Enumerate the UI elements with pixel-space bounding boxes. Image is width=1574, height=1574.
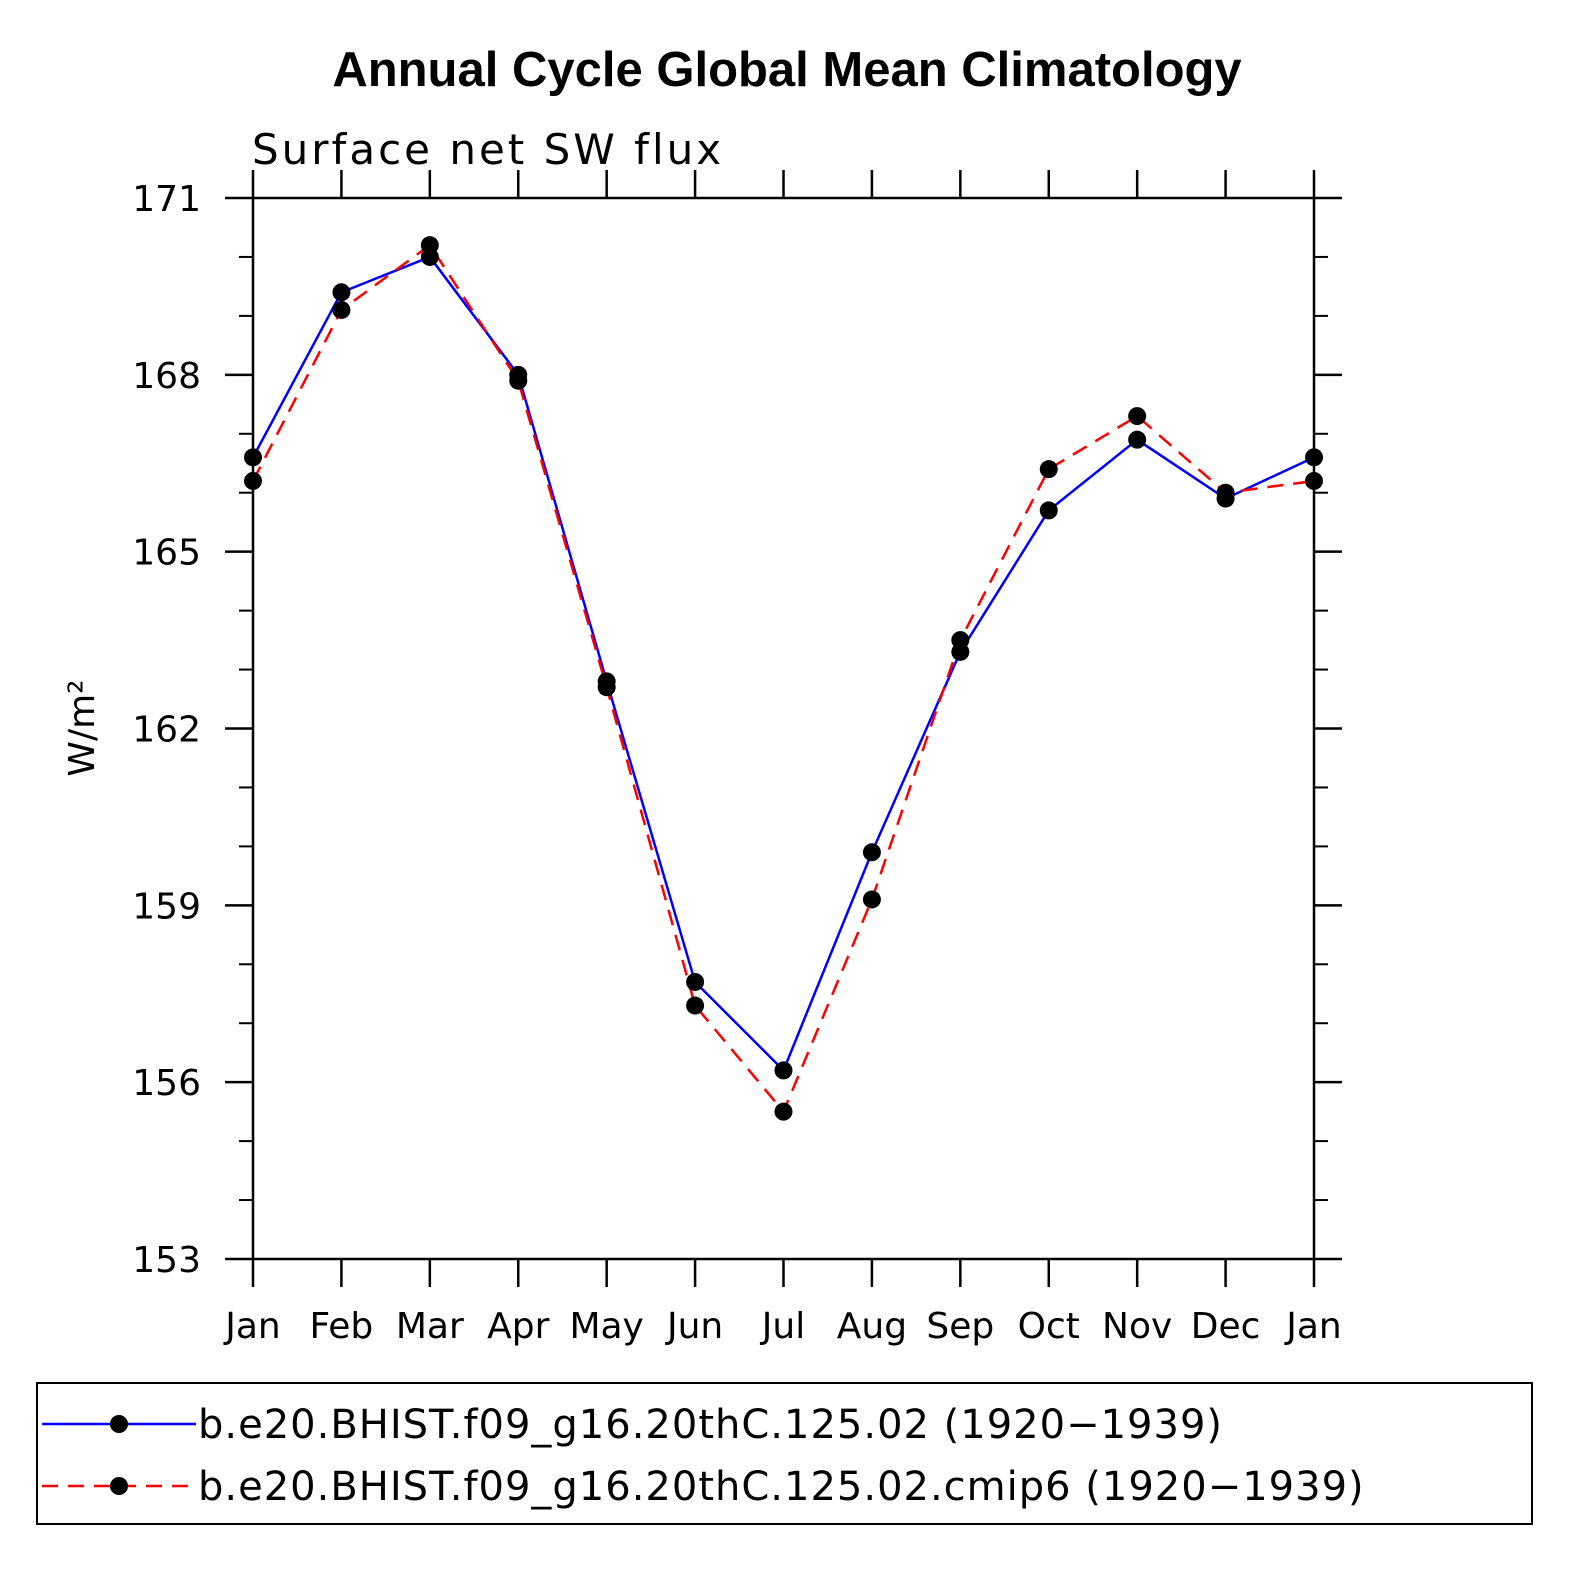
x-tick-label: Mar <box>396 1306 464 1347</box>
legend-swatch-marker-2 <box>110 1477 128 1495</box>
x-tick-label: Jun <box>665 1306 723 1347</box>
x-tick-label: Dec <box>1191 1306 1261 1347</box>
y-tick-label: 156 <box>132 1063 201 1104</box>
legend-frame <box>36 1382 1533 1525</box>
legend-swatch-marker-1 <box>110 1415 128 1433</box>
series-line-1 <box>251 255 1315 1073</box>
series-2-point <box>951 631 970 650</box>
series-1-point <box>1305 448 1323 467</box>
x-tick-label: Sep <box>926 1306 994 1347</box>
series-2-point <box>509 371 528 390</box>
x-tick-label: May <box>569 1306 643 1347</box>
series-1-point <box>686 972 705 991</box>
series-1-point <box>332 283 351 302</box>
x-tick-label: Jan <box>223 1306 281 1347</box>
series-2-point <box>1305 471 1323 490</box>
legend-label-2: b.e20.BHIST.f09_g16.20thC.125.02.cmip6 (… <box>198 1464 1365 1510</box>
legend: b.e20.BHIST.f09_g16.20thC.125.02 (1920−1… <box>36 1382 1533 1525</box>
series-1-point <box>244 448 262 467</box>
y-tick-label: 165 <box>132 533 201 574</box>
x-tick-label: Jan <box>1284 1306 1342 1347</box>
x-tick-label: Oct <box>1018 1306 1080 1347</box>
series-2-point <box>774 1102 793 1121</box>
series-2-point <box>1216 483 1235 502</box>
series-line-2 <box>251 243 1315 1115</box>
y-tick-label: 168 <box>132 356 201 397</box>
series-1-point <box>1128 430 1147 449</box>
chart-title: Annual Cycle Global Mean Climatology <box>332 43 1241 97</box>
series-2-point <box>862 890 881 909</box>
series-2-point <box>597 678 616 697</box>
x-tick-label: Jul <box>760 1306 805 1347</box>
series-2-point <box>420 236 439 255</box>
y-tick-label: 171 <box>132 179 201 220</box>
series-1-point <box>1039 501 1058 520</box>
x-tick-label: Nov <box>1102 1306 1172 1347</box>
y-axis-label: W/m² <box>62 679 103 776</box>
y-tick-label: 162 <box>132 710 201 751</box>
plot-area <box>244 236 1323 1121</box>
x-tick-label: Apr <box>487 1306 549 1347</box>
plot-frame <box>251 196 1316 1261</box>
series-2-point <box>686 996 705 1015</box>
y-tick-label: 153 <box>132 1240 201 1281</box>
chart-subtitle: Surface net SW flux <box>252 125 724 174</box>
series-2-point <box>1128 407 1147 426</box>
axes: Jan Feb Mar Apr May Jun Jul Aug Sep Oct Nov Dec Jan 1… <box>132 170 1342 1347</box>
x-tick-label: Aug <box>837 1306 907 1347</box>
series-1-point <box>774 1061 793 1080</box>
series-2-point <box>332 300 351 319</box>
x-tick-label: Feb <box>310 1306 374 1347</box>
series-2-point <box>1039 460 1058 479</box>
series-2-point <box>244 471 262 490</box>
series-1-point <box>862 843 881 862</box>
y-tick-label: 159 <box>132 886 201 927</box>
legend-label-1: b.e20.BHIST.f09_g16.20thC.125.02 (1920−1… <box>198 1402 1223 1448</box>
